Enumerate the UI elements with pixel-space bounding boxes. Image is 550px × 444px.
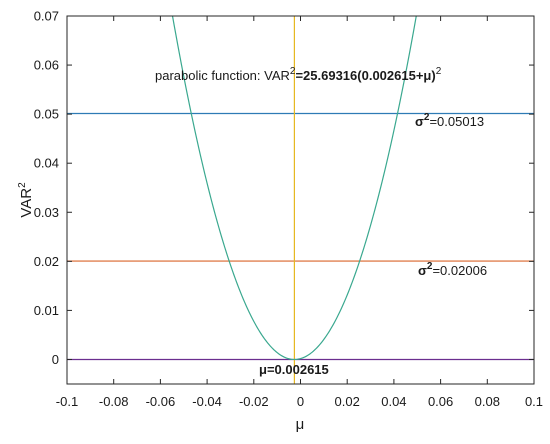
x-tick-label: -0.1 xyxy=(56,394,78,409)
x-ticks: -0.1 -0.08 -0.06 -0.04 -0.02 0 0.02 0.04 0.06 0.0… xyxy=(56,16,543,409)
data-marks xyxy=(67,16,534,384)
equation-annotation: parabolic function: VAR2=25.69316(0.0026… xyxy=(155,66,442,83)
equation-sup-2: 2 xyxy=(436,66,442,77)
x-tick-label: -0.04 xyxy=(192,394,222,409)
equation-body: =25.69316(0.002615+μ) xyxy=(295,68,435,83)
y-axis-title-sup: 2 xyxy=(17,182,28,188)
y-tick-label: 0.02 xyxy=(34,254,59,269)
x-tick-label: -0.06 xyxy=(146,394,176,409)
x-tick-label: 0 xyxy=(297,394,304,409)
x-tick-label: 0.06 xyxy=(428,394,453,409)
sigma-annotation-lower: σ2=0.02006 xyxy=(418,261,487,278)
y-tick-label: 0.06 xyxy=(34,58,59,73)
sigma-lower-value: =0.02006 xyxy=(432,263,487,278)
x-axis-title: μ xyxy=(296,416,305,433)
y-tick-label: 0.04 xyxy=(34,156,59,171)
plot-area xyxy=(67,16,534,384)
sigma-annotation-upper: σ2=0.05013 xyxy=(415,112,484,129)
vertex-annotation: μ=0.002615 xyxy=(259,362,329,377)
sigma-upper-value: =0.05013 xyxy=(429,114,484,129)
x-tick-label: 0.04 xyxy=(381,394,406,409)
sigma-lower-symbol: σ xyxy=(418,263,427,278)
x-tick-label: -0.08 xyxy=(99,394,129,409)
x-tick-label: 0.08 xyxy=(475,394,500,409)
equation-sup-1: 2 xyxy=(290,66,296,77)
y-ticks: 0 0.01 0.02 0.03 0.04 0.05 0.06 0.07 xyxy=(34,9,534,367)
equation-prefix: parabolic function: VAR xyxy=(155,68,290,83)
x-tick-label: 0.1 xyxy=(525,394,543,409)
y-tick-label: 0 xyxy=(52,352,59,367)
x-tick-label: -0.02 xyxy=(239,394,269,409)
sigma-upper-sup: 2 xyxy=(424,112,430,123)
y-tick-label: 0.05 xyxy=(34,107,59,122)
y-tick-label: 0.01 xyxy=(34,303,59,318)
y-tick-label: 0.03 xyxy=(34,205,59,220)
sigma-upper-symbol: σ xyxy=(415,114,424,129)
y-axis-title-main: VAR xyxy=(18,188,35,218)
x-tick-label: 0.02 xyxy=(335,394,360,409)
y-tick-label: 0.07 xyxy=(34,9,59,24)
parabola-curve xyxy=(171,16,417,361)
y-axis-title: VAR2 xyxy=(17,182,35,218)
sigma-lower-sup: 2 xyxy=(427,261,433,272)
